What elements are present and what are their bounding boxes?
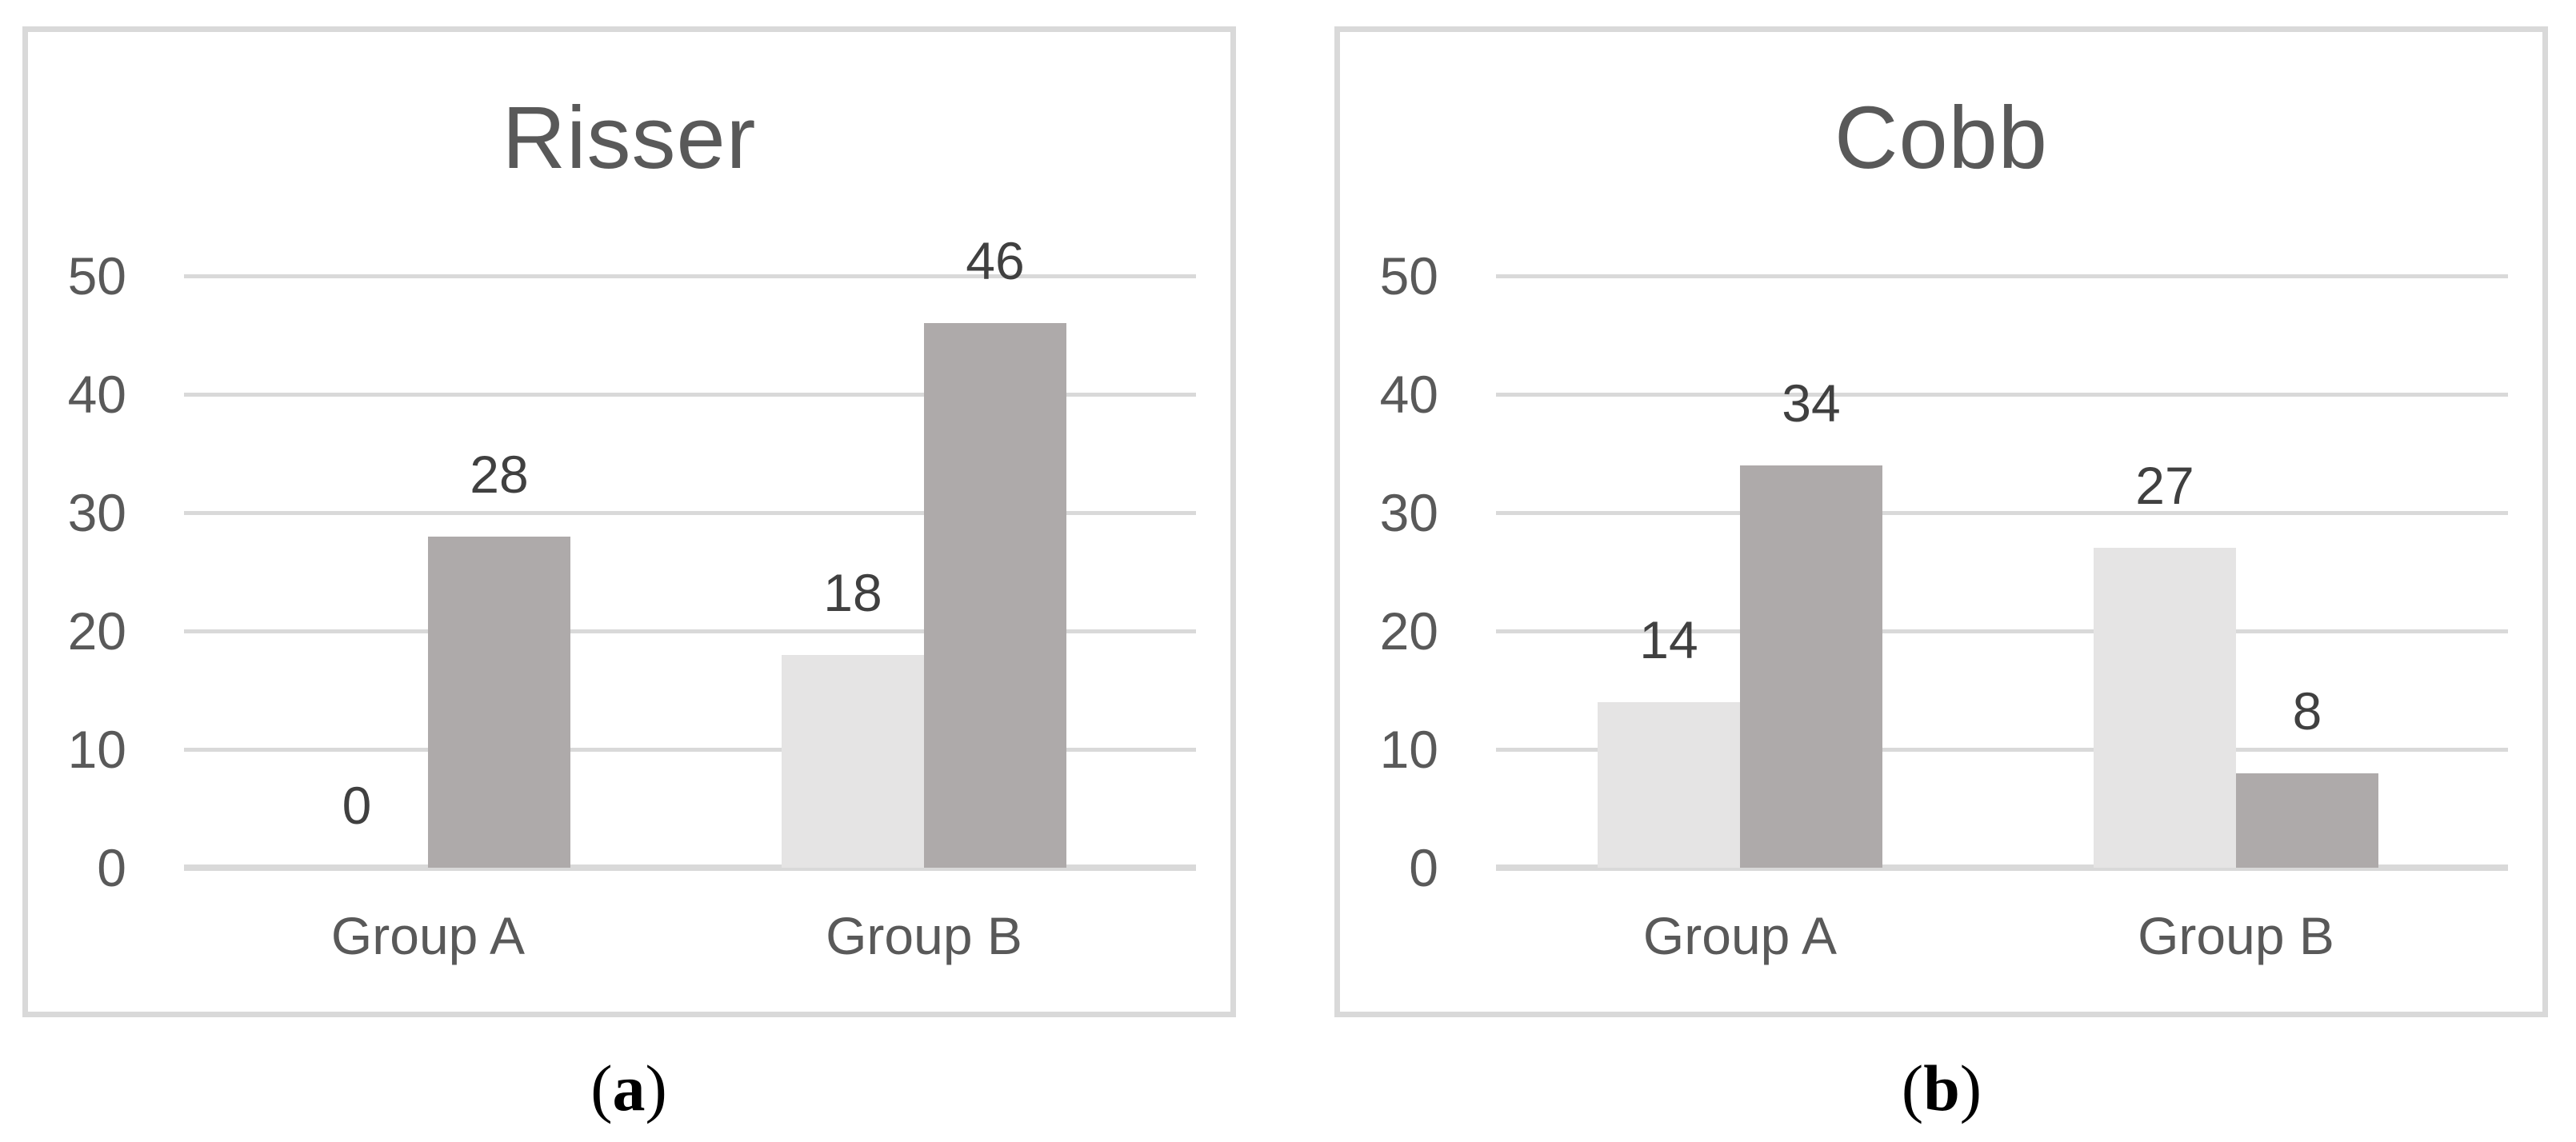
bar-groupa-series-light [1598, 701, 1740, 868]
caption-paren-close: ) [1959, 1052, 1982, 1124]
caption-letter-a: a [612, 1052, 646, 1124]
y-tick-label-20: 20 [67, 601, 126, 661]
gridline-y20 [184, 629, 1196, 633]
y-tick-label-0: 0 [97, 838, 126, 897]
x-category-label-groupa: Group A [330, 906, 526, 965]
plot-area-cobb: 0 10 20 30 40 50 14 27 34 8 Group A Group B [1340, 32, 2542, 1012]
gridline-y40 [184, 393, 1196, 397]
data-label-series-dark-groupb: 46 [966, 231, 1025, 291]
bar-groupb-series-light [782, 654, 924, 868]
y-tick-label-10: 10 [67, 720, 126, 779]
y-tick-label-30: 30 [67, 483, 126, 542]
bar-groupb-series-light [2094, 548, 2236, 868]
gridline-y40 [1496, 393, 2508, 397]
bar-groupb-series-dark [924, 323, 1066, 868]
bar-groupa-series-dark [1740, 465, 1882, 868]
chart-title-cobb: Cobb [1834, 89, 2048, 187]
y-tick-label-40: 40 [67, 365, 126, 424]
y-tick-label-0: 0 [1409, 838, 1438, 897]
y-tick-label-20: 20 [1379, 601, 1438, 661]
subfigure-caption-a: (a) [469, 1052, 789, 1124]
y-tick-label-30: 30 [1379, 483, 1438, 542]
bar-groupa-series-dark [428, 536, 570, 868]
gridline-y50 [1496, 274, 2508, 278]
data-label-series-light-groupb: 18 [823, 562, 882, 622]
gridline-y30 [184, 511, 1196, 515]
data-label-series-light-groupa: 14 [1639, 609, 1698, 669]
y-tick-label-50: 50 [1379, 246, 1438, 305]
chart-panel-risser: 0 10 20 30 40 50 0 18 28 46 Group A Group B Risser [22, 26, 1236, 1017]
gridline-y30 [1496, 511, 2508, 515]
caption-letter-b: b [1923, 1052, 1960, 1124]
data-label-series-dark-groupa: 34 [1782, 373, 1841, 433]
x-category-label-groupa: Group A [1642, 906, 1838, 965]
gridline-y50 [184, 274, 1196, 278]
y-tick-label-40: 40 [1379, 365, 1438, 424]
bar-groupb-series-dark [2236, 773, 2378, 868]
x-axis-line [1496, 864, 2508, 871]
data-label-series-dark-groupa: 28 [470, 444, 529, 504]
chart-title-risser: Risser [502, 89, 757, 187]
gridline-y20 [1496, 629, 2508, 633]
data-label-series-dark-groupb: 8 [2292, 681, 2322, 741]
gridline-y10 [184, 748, 1196, 752]
caption-paren-open: ( [590, 1052, 613, 1124]
caption-paren-close: ) [645, 1052, 667, 1124]
data-label-series-light-groupa: 0 [342, 776, 372, 835]
y-tick-label-10: 10 [1379, 720, 1438, 779]
x-category-label-groupb: Group B [826, 906, 1022, 965]
x-axis-line [184, 864, 1196, 871]
chart-panel-cobb: 0 10 20 30 40 50 14 27 34 8 Group A Group B Cobb [1334, 26, 2548, 1017]
gridline-y10 [1496, 748, 2508, 752]
caption-paren-open: ( [1901, 1052, 1924, 1124]
y-tick-label-50: 50 [67, 246, 126, 305]
plot-area-risser: 0 10 20 30 40 50 0 18 28 46 Group A Group B [28, 32, 1230, 1012]
x-category-label-groupb: Group B [2138, 906, 2334, 965]
data-label-series-light-groupb: 27 [2135, 456, 2194, 516]
subfigure-caption-b: (b) [1782, 1052, 2102, 1124]
